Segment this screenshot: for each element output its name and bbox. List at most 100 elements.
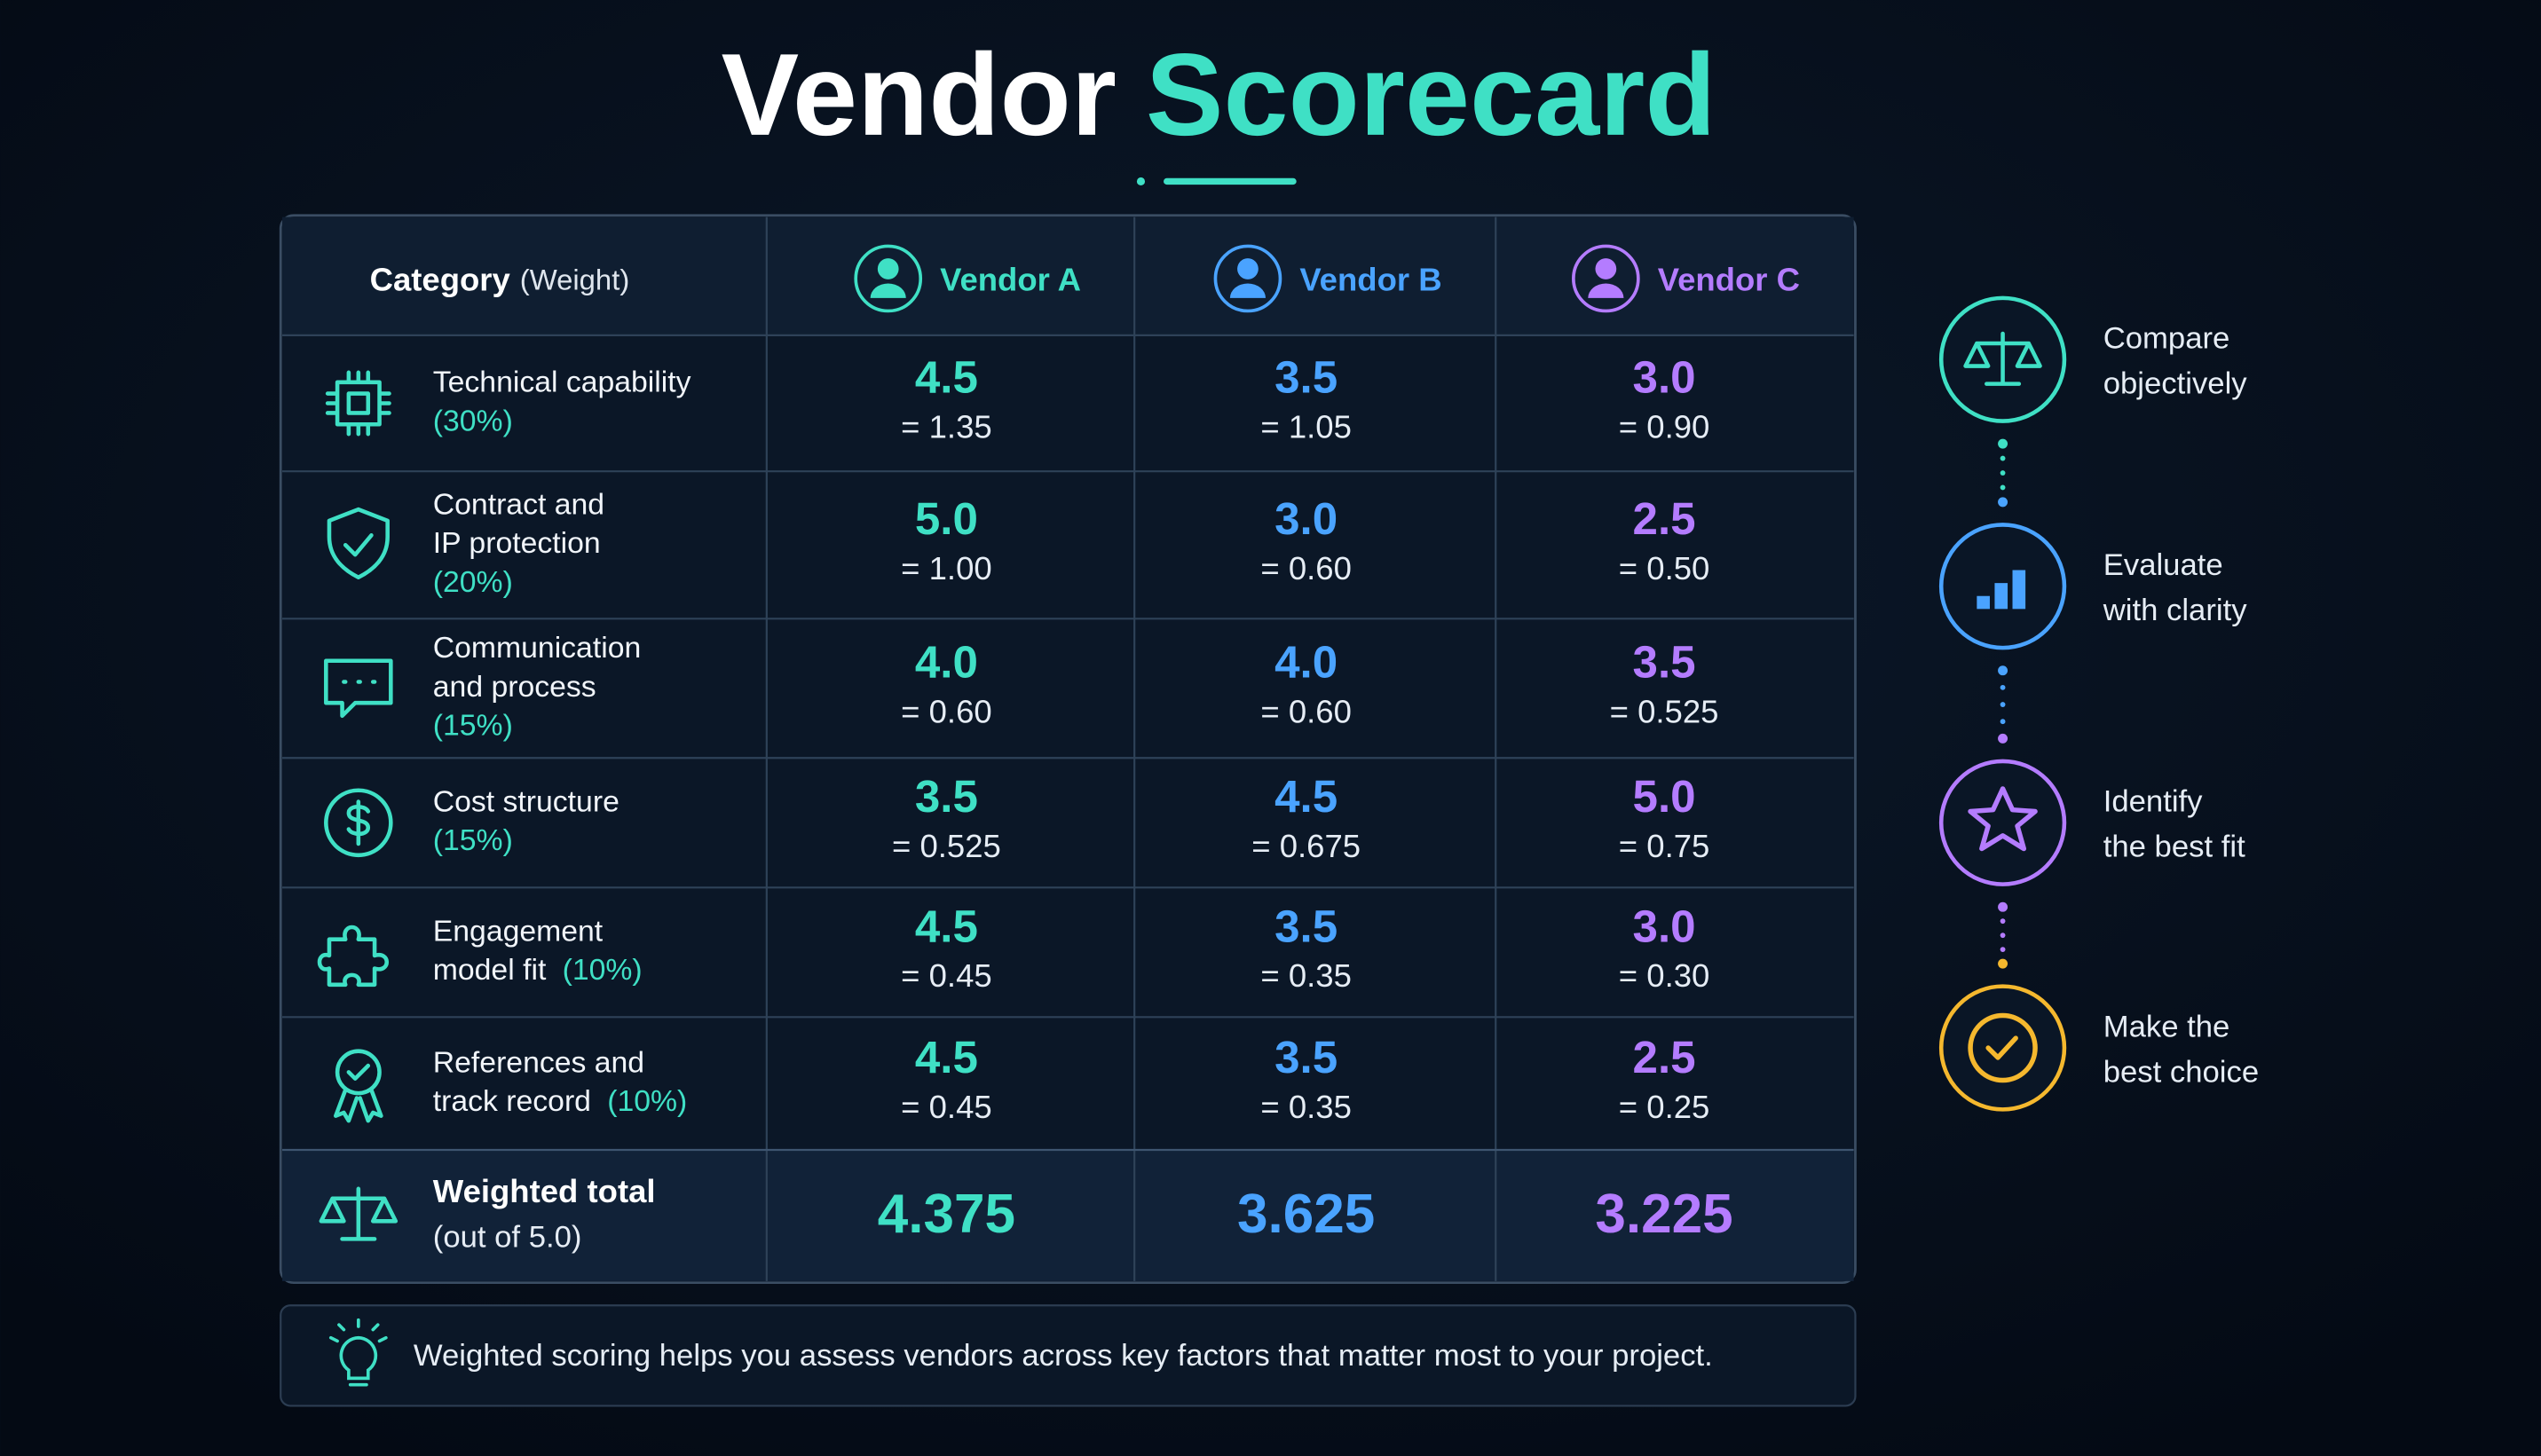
score: 4.5 bbox=[1274, 771, 1338, 822]
star-icon bbox=[1968, 786, 2038, 852]
header-row bbox=[282, 216, 1854, 335]
header-category-label: Category bbox=[370, 261, 511, 297]
step-text: objectively bbox=[2103, 367, 2248, 401]
check-circle bbox=[1968, 1012, 2038, 1083]
step-connector bbox=[1998, 438, 2008, 449]
score: 4.5 bbox=[915, 1032, 978, 1082]
row-label: Engagement bbox=[433, 914, 604, 948]
vendor-avatar bbox=[1572, 244, 1640, 313]
row-label: track record (10%) bbox=[433, 1084, 687, 1118]
row-weight: (10%) bbox=[563, 953, 643, 987]
title: Vendor Scorecard bbox=[722, 29, 1716, 160]
step-connector bbox=[1998, 901, 2008, 912]
score: 2.5 bbox=[1633, 1032, 1696, 1082]
row-label: Cost structure bbox=[433, 784, 619, 818]
step-connector bbox=[2000, 470, 2006, 476]
row-label-line: Cost structure bbox=[433, 784, 619, 818]
scale-icon bbox=[319, 1186, 399, 1241]
score: 3.0 bbox=[1633, 351, 1696, 402]
row-label: IP protection bbox=[433, 526, 601, 560]
step-connector bbox=[2000, 933, 2006, 939]
weighted-score: = 0.30 bbox=[1619, 957, 1710, 994]
weighted-score: = 0.675 bbox=[1251, 828, 1361, 864]
row-label: Technical capability bbox=[433, 366, 691, 399]
row-icon bbox=[324, 788, 393, 857]
total-sub: (out of 5.0) bbox=[433, 1221, 582, 1255]
row-label-line: Contract and bbox=[433, 487, 604, 521]
row-weight: (10%) bbox=[607, 1084, 687, 1118]
bars-icon bbox=[1977, 595, 1990, 610]
vendor-avatar bbox=[1213, 244, 1282, 313]
score: 5.0 bbox=[915, 493, 978, 544]
step-connector bbox=[1998, 497, 2008, 508]
row-label-line: Technical capability bbox=[433, 366, 691, 399]
row-icon bbox=[317, 925, 389, 988]
row-label-line: References and bbox=[433, 1045, 644, 1079]
row-icon bbox=[327, 507, 390, 580]
header-category: Category (Weight) bbox=[370, 261, 630, 297]
vendor-avatar bbox=[854, 244, 923, 313]
row-label-line: and process bbox=[433, 670, 596, 704]
total-label: Weighted total bbox=[433, 1173, 656, 1209]
row-label-line: model fit bbox=[433, 953, 547, 987]
score: 2.5 bbox=[1633, 493, 1696, 544]
bulb-icon bbox=[328, 1318, 388, 1387]
weighted-score: = 0.75 bbox=[1619, 828, 1710, 864]
row-icon bbox=[324, 658, 393, 719]
score: 3.5 bbox=[915, 771, 978, 822]
step-connector bbox=[1998, 733, 2008, 744]
score: 4.5 bbox=[915, 351, 978, 402]
vendor-avatar-head bbox=[877, 258, 899, 279]
vendor-name: Vendor B bbox=[1299, 261, 1441, 297]
vendor-avatar-head bbox=[1237, 258, 1259, 279]
step-connector bbox=[1998, 958, 2008, 969]
header-weight: (Weight) bbox=[520, 263, 630, 295]
row-label-line: track record bbox=[433, 1084, 591, 1118]
step-circle bbox=[1938, 759, 2067, 886]
weighted-score: = 0.50 bbox=[1619, 550, 1710, 586]
score: 3.0 bbox=[1633, 901, 1696, 951]
step-text: best choice bbox=[2103, 1055, 2259, 1089]
score: 3.5 bbox=[1274, 351, 1338, 402]
weighted-score: = 0.60 bbox=[901, 694, 992, 730]
step-connector bbox=[2000, 947, 2006, 953]
score: 4.5 bbox=[915, 901, 978, 951]
row-label: References and bbox=[433, 1045, 644, 1079]
weighted-score: = 1.35 bbox=[901, 408, 992, 445]
score: 3.5 bbox=[1633, 637, 1696, 688]
score: 5.0 bbox=[1633, 771, 1696, 822]
table-frame bbox=[279, 214, 1857, 1285]
step-connector bbox=[2000, 684, 2006, 690]
score: 4.0 bbox=[915, 637, 978, 688]
row-icon bbox=[325, 370, 391, 437]
step-text: Compare bbox=[2103, 321, 2230, 355]
weighted-score: = 0.35 bbox=[1260, 1089, 1352, 1125]
note-box bbox=[280, 1304, 1857, 1407]
step-connector bbox=[2000, 702, 2006, 707]
weighted-score: = 0.45 bbox=[901, 957, 992, 994]
row-label-line: Communication bbox=[433, 631, 641, 665]
step-text: Evaluate bbox=[2103, 548, 2223, 582]
vendor-avatar-head bbox=[1595, 258, 1617, 279]
step-text: with clarity bbox=[2103, 594, 2247, 627]
total-value: 4.375 bbox=[878, 1184, 1015, 1245]
step-text: Identify bbox=[2103, 785, 2203, 819]
row-weight: (30%) bbox=[433, 404, 513, 437]
step-circle bbox=[1938, 984, 2067, 1112]
weighted-score: = 0.60 bbox=[1260, 550, 1352, 586]
total-row bbox=[282, 1150, 1854, 1281]
check-icon bbox=[1985, 1035, 2018, 1060]
row-label-line: Engagement bbox=[433, 914, 604, 948]
step-text: Make the bbox=[2103, 1010, 2230, 1043]
step-connector bbox=[2000, 719, 2006, 725]
weighted-score: = 0.90 bbox=[1619, 408, 1710, 445]
total-value: 3.225 bbox=[1595, 1184, 1732, 1245]
row-label: Contract and bbox=[433, 487, 604, 521]
title-part: Vendor bbox=[722, 29, 1117, 160]
row-icon bbox=[333, 1049, 383, 1123]
row-weight: (15%) bbox=[433, 709, 513, 743]
weighted-score: = 0.60 bbox=[1260, 694, 1352, 730]
total-value: 3.625 bbox=[1237, 1184, 1375, 1245]
